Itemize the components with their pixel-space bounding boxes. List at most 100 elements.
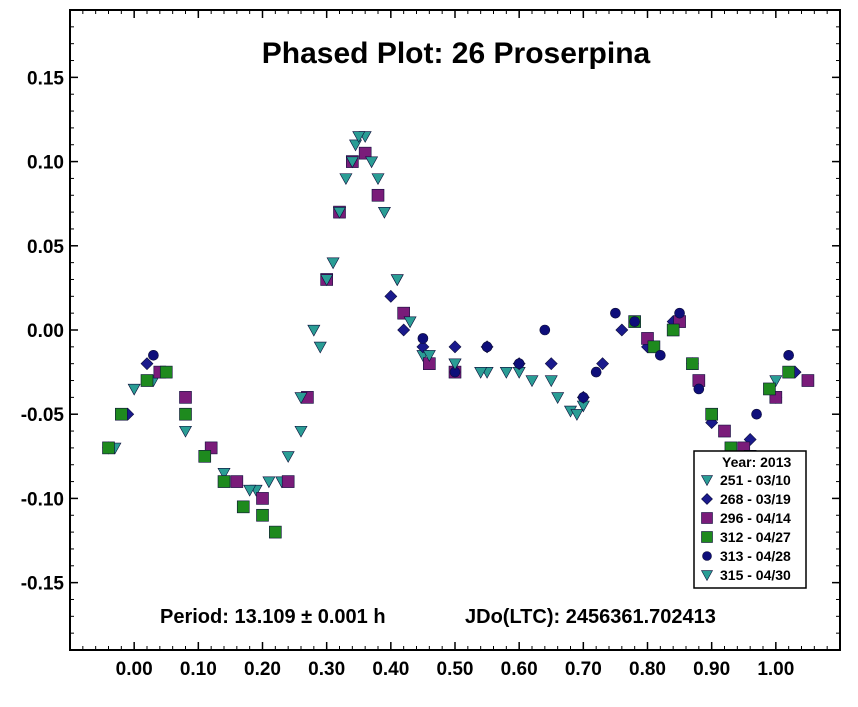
data-point [448, 340, 462, 354]
data-point [615, 323, 629, 337]
data-point [596, 357, 610, 371]
data-point [448, 358, 462, 371]
data-point [307, 324, 321, 337]
data-point [313, 341, 327, 354]
y-tick-label: 0.00 [27, 321, 64, 342]
data-point [345, 156, 359, 169]
data-point [763, 382, 776, 396]
data-point [102, 441, 115, 455]
x-tick-label: 0.70 [565, 659, 602, 680]
data-point [178, 425, 193, 438]
data-point [693, 383, 705, 395]
data-point [647, 340, 661, 354]
y-tick-label: 0.15 [27, 68, 64, 89]
data-point [294, 425, 308, 438]
data-point [115, 407, 128, 421]
x-tick-label: 0.20 [244, 659, 281, 680]
data-point [525, 375, 539, 388]
legend-marker [700, 570, 714, 582]
data-point [320, 274, 334, 287]
legend-title: Year: 2013 [722, 454, 791, 470]
x-tick-label: 0.30 [308, 659, 345, 680]
y-tick-label: -0.10 [21, 489, 64, 510]
data-point [551, 392, 565, 404]
data-point [332, 207, 347, 219]
data-point [358, 146, 372, 160]
data-point [499, 367, 513, 379]
data-point [783, 349, 794, 361]
data-point [179, 407, 192, 421]
data-point [236, 500, 250, 514]
legend-marker [701, 512, 713, 524]
x-tick-label: 0.80 [629, 659, 666, 680]
data-point [377, 207, 391, 219]
legend-marker [700, 475, 714, 487]
data-point [159, 365, 173, 379]
data-point [403, 316, 417, 329]
x-tick-label: 0.50 [437, 659, 474, 680]
data-point [578, 392, 589, 403]
data-point [417, 333, 429, 344]
data-point [140, 357, 154, 371]
legend: Year: 2013 251 - 03/10 268 - 03/19 296 - 0… [693, 450, 807, 589]
data-point [686, 357, 699, 370]
x-tick-label: 0.90 [693, 659, 730, 680]
data-point [422, 350, 436, 362]
data-point [256, 508, 269, 522]
data-point [217, 475, 231, 488]
data-point [294, 392, 308, 404]
legend-items: 251 - 03/10 268 - 03/19 296 - 04/14 312 - 0… [700, 472, 791, 583]
legend-marker [701, 493, 713, 505]
data-point [544, 357, 558, 371]
chart-title: Phased Plot: 26 Proserpina [262, 37, 651, 70]
data-point [655, 349, 666, 361]
legend-label: 312 - 04/27 [720, 529, 791, 545]
data-point [230, 475, 244, 488]
legend-label: 268 - 03/19 [720, 491, 791, 507]
data-point [801, 374, 815, 387]
data-point [474, 367, 488, 379]
data-point [390, 274, 404, 287]
data-point [513, 358, 525, 369]
y-tick-label: -0.15 [21, 574, 65, 595]
legend-marker [702, 551, 712, 561]
x-tick-label: 0.60 [501, 659, 538, 680]
series-6 [243, 131, 584, 497]
data-point [539, 324, 551, 336]
data-point [326, 257, 340, 270]
legend-label: 251 - 03/10 [720, 472, 791, 488]
legend-label: 296 - 04/14 [720, 510, 791, 526]
legend-marker [701, 531, 713, 543]
data-point [262, 476, 276, 489]
data-point [718, 424, 731, 438]
data-point [397, 323, 411, 337]
data-point [481, 341, 493, 353]
y-tick-label: 0.10 [27, 153, 64, 174]
data-point [629, 316, 640, 327]
data-point [339, 173, 353, 186]
x-axis: 0.00 0.10 0.20 0.30 0.40 0.50 0.60 0.70 0.80 0.90… [82, 10, 828, 680]
data-point [384, 289, 398, 303]
data-point [751, 408, 762, 420]
data-point [352, 131, 366, 143]
data-point [256, 492, 269, 505]
x-tick-label: 0.10 [180, 659, 217, 680]
data-point [705, 407, 718, 421]
data-point [217, 468, 231, 480]
period-annotation: Period: 13.109 ± 0.001 h [160, 606, 386, 628]
legend-label: 313 - 04/28 [720, 548, 791, 564]
data-point [140, 374, 154, 387]
data-point [397, 306, 410, 320]
data-point [544, 375, 558, 388]
data-point [281, 475, 295, 488]
data-point [148, 349, 159, 361]
data-point [127, 383, 141, 396]
data-point [371, 188, 385, 202]
epoch-annotation: JDo(LTC): 2456361.702413 [465, 606, 716, 628]
x-tick-label: 0.00 [116, 659, 153, 680]
data-point [590, 366, 602, 378]
data-point [416, 340, 430, 354]
data-point [179, 391, 192, 404]
data-point [610, 307, 621, 319]
data-point [281, 451, 295, 463]
